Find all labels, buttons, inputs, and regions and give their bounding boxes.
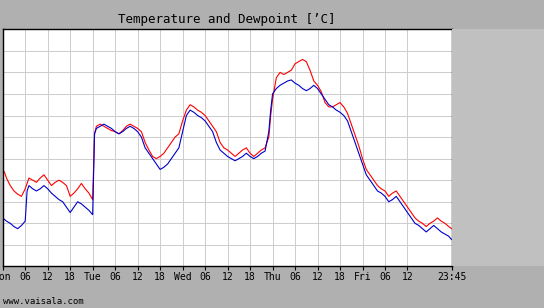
Text: Temperature and Dewpoint [’C]: Temperature and Dewpoint [’C]: [119, 13, 336, 26]
Text: www.vaisala.com: www.vaisala.com: [3, 298, 83, 306]
